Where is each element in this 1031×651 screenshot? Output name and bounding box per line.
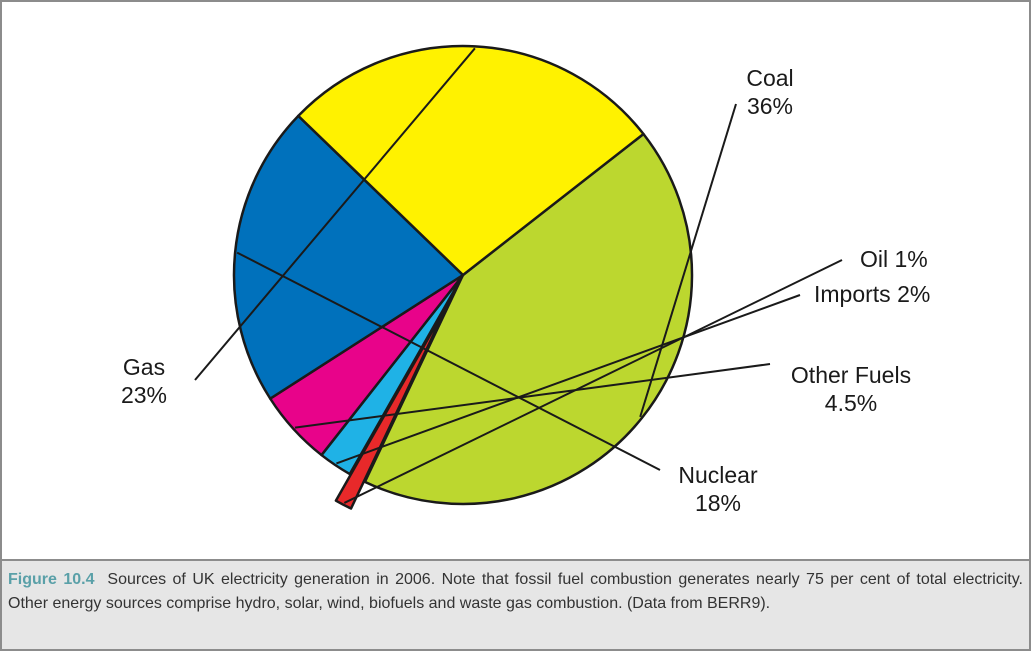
- figure-caption: Figure 10.4 Sources of UK electricity ge…: [2, 559, 1029, 649]
- leader-lines: [194, 47, 843, 504]
- leader-line-imports: [336, 294, 801, 465]
- slice-label-imports: Imports 2%: [814, 281, 930, 307]
- slice-label-nuclear: Nuclear: [678, 462, 758, 488]
- slice-label-gas: Gas: [123, 354, 165, 380]
- slice-value-other-fuels: 4.5%: [825, 390, 877, 416]
- caption-label: Figure 10.4: [8, 571, 95, 588]
- leader-line-gas: [194, 47, 476, 381]
- pie-slice-coal: [363, 132, 694, 506]
- slice-value-gas: 23%: [121, 382, 167, 408]
- pie-slice-nuclear: [232, 114, 465, 400]
- pie-slice-gas: [297, 44, 645, 277]
- leader-line-oil: [343, 259, 843, 504]
- leader-line-other-fuels: [294, 363, 771, 429]
- pie-slice-oil: [334, 300, 451, 510]
- slice-value-nuclear: 18%: [695, 490, 741, 516]
- slice-label-coal: Coal: [746, 65, 793, 91]
- slice-value-coal: 36%: [747, 93, 793, 119]
- slice-label-oil: Oil 1%: [860, 246, 928, 272]
- leader-line-nuclear: [236, 251, 661, 471]
- leader-line-coal: [639, 103, 737, 418]
- pie-slices: [232, 44, 694, 510]
- slice-label-other-fuels: Other Fuels: [791, 362, 911, 388]
- caption-text: Sources of UK electricity generation in …: [8, 571, 1023, 612]
